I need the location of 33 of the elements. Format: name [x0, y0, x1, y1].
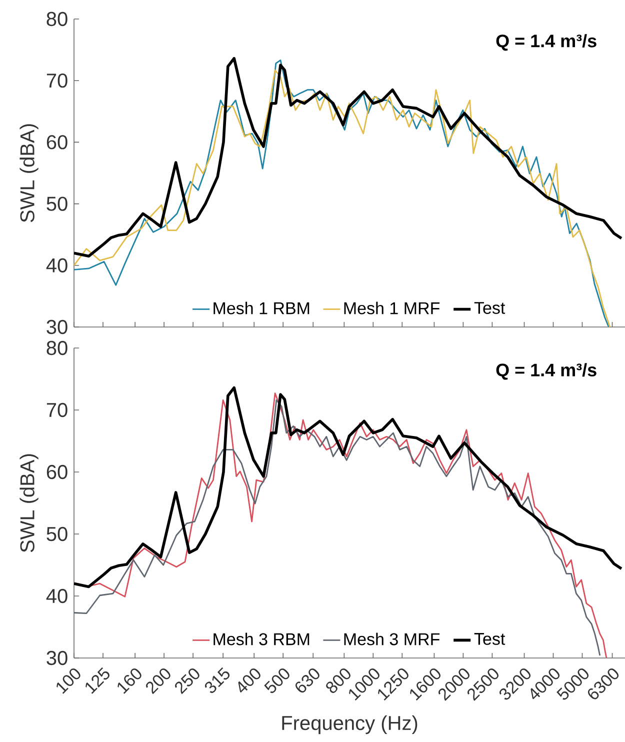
y-tick-label: 60 [46, 135, 68, 150]
x-tick-label: 315 [205, 667, 230, 693]
x-tick-label: 630 [296, 668, 320, 693]
x-tick-label: 250 [175, 668, 200, 694]
y-tick-label: 30 [46, 320, 68, 334]
x-tick-label: 400 [238, 668, 260, 693]
y-tick-label: 40 [46, 258, 68, 272]
y-axis-title: SWL (dBA) [20, 454, 38, 552]
y-tick-label: 80 [46, 340, 68, 356]
y-tick-label: 70 [46, 74, 68, 88]
legend-label: Test [474, 633, 506, 645]
y-tick-label: 70 [46, 402, 68, 418]
x-tick-label: 800 [326, 668, 350, 693]
legend-label: Mesh 3 MRF [344, 632, 440, 646]
y-tick-label: 30 [46, 650, 68, 666]
x-tick-label: 125 [86, 667, 110, 694]
x-tick-label: 200 [146, 668, 170, 694]
y-axis-title: SWL (dBA) [20, 124, 38, 222]
x-tick-label: 160 [118, 668, 142, 694]
y-tick-label: 80 [46, 12, 68, 26]
x-tick-label: 500 [264, 668, 290, 694]
y-tick-label: 40 [46, 588, 68, 604]
legend-label: Test [474, 302, 506, 314]
x-tick-label: 100 [56, 668, 80, 694]
y-tick-label: 50 [46, 526, 68, 542]
legend-label: Mesh 1 MRF [344, 302, 440, 314]
y-tick-label: 50 [46, 196, 68, 211]
legend-label: Mesh 3 RBM [214, 632, 310, 646]
annotation: Q = 1.4 m³/s [496, 34, 596, 51]
legend-label: Mesh 1 RBM [214, 302, 310, 314]
y-tick-label: 60 [46, 464, 68, 480]
annotation: Q = 1.4 m³/s [496, 363, 596, 380]
x-axis-title: Frequency (Hz) [282, 715, 418, 734]
